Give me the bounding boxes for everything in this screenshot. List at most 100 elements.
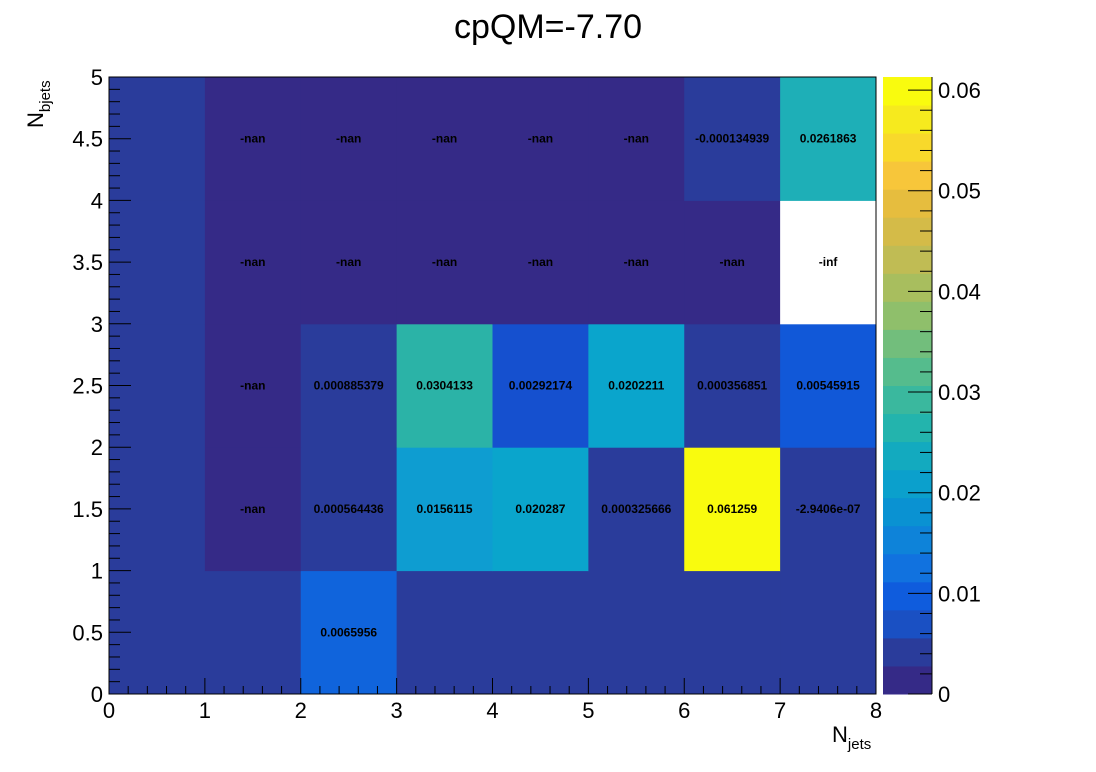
cell-value-label: -nan [624,132,649,146]
colorbar-swatch [883,105,932,134]
cell-value-label: -nan [720,255,745,269]
cell-value-label: 0.000356851 [697,379,767,393]
colorbar-swatch [883,553,932,583]
heatmap-cell-labels: 0.0065956 -nan 0.000564436 0.0156115 0.02028… [240,132,861,640]
heatmap-cell [492,77,589,201]
x-tick-label: 1 [199,698,211,723]
colorbar-swatch [883,273,932,302]
colorbar-swatch [883,665,932,695]
y-tick-label: 3 [91,312,103,337]
heatmap-cell [588,570,685,695]
y-tick-label: 2.5 [72,374,103,399]
plot-axes: 0 1 2 3 4 5 6 7 8 0 0.5 1 1.5 2 2.5 3 3.5 4 4.5 5 [72,65,882,723]
heatmap-cell [588,200,685,325]
colorbar-swatch [883,77,932,106]
y-tick-label: 4.5 [72,127,103,152]
y-tick-label: 0.5 [72,620,103,645]
colorbar-tick-label: 0.04 [938,279,981,304]
chart-title: cpQM=-7.70 [454,8,642,46]
colorbar-tick-label: 0 [938,682,950,707]
heatmap-cell [684,570,781,695]
heatmap-cells [109,77,877,695]
x-tick-label: 4 [486,698,498,723]
heatmap-cell [780,323,877,448]
cell-value-label: 0.000885379 [314,379,384,393]
y-tick-label: 1 [91,559,103,584]
colorbar-tick-label: 0.03 [938,380,981,405]
heatmap-cell [300,77,398,201]
x-tick-label: 3 [391,698,403,723]
heatmap-cell [588,447,685,572]
colorbar-swatch [883,413,932,443]
x-tick-label: 7 [774,698,786,723]
cell-value-label: -nan [336,255,361,269]
cell-value-label: 0.0156115 [417,502,473,516]
cell-value-label: 0.0304133 [416,379,473,393]
cell-value-label: -2.9406e-07 [796,502,861,516]
colorbar-swatch [883,581,932,611]
x-axis-label-base: N [832,722,848,747]
heatmap-cell [396,447,493,572]
y-tick-label: 3.5 [72,250,103,275]
heatmap-cell [492,570,589,695]
cell-value-label: -nan [240,379,265,393]
colorbar-tick-label: 0.05 [938,179,981,204]
colorbar-swatch [883,301,932,330]
x-axis-label: Njets [832,722,871,753]
heatmap-cell [684,447,781,572]
heatmap-cell [204,447,302,572]
colorbar-swatch [883,133,932,162]
colorbar-swatch [883,637,932,667]
heatmap-cell [300,323,398,448]
cell-value-label: -inf [819,255,839,269]
heatmap-cell [300,200,398,325]
heatmap-cell [684,77,781,201]
y-tick-label: 0 [91,682,103,707]
cell-value-label: 0.061259 [707,502,757,516]
y-axis-label: Nbjets [23,80,54,128]
x-tick-label: 8 [870,698,882,723]
y-tick-label: 4 [91,188,103,213]
heatmap-cell [300,447,398,572]
cell-value-label: -nan [528,132,553,146]
cell-value-label: 0.0065956 [320,625,377,639]
cell-value-label: -nan [336,132,361,146]
colorbar-swatch [883,497,932,527]
x-axis-label-sub: jets [847,736,871,753]
y-tick-label: 5 [91,65,103,90]
colorbar-tick-label: 0.06 [938,78,981,103]
heatmap-cell [492,200,589,325]
colorbar-swatch [883,161,932,190]
cell-value-label: -nan [240,502,265,516]
heatmap-cell [396,77,493,201]
heatmap-cell [204,200,302,325]
y-axis-label-base: N [23,112,48,128]
heatmap-cell [684,323,781,448]
colorbar-swatch [883,469,932,499]
colorbar-swatch [883,609,932,639]
heatmap-cell [492,447,589,572]
heatmap-cell [780,200,877,325]
colorbar-swatch [883,385,932,415]
cell-value-label: -0.000134939 [695,132,769,146]
colorbar-swatch [883,245,932,274]
x-tick-label: 6 [678,698,690,723]
heatmap-cell [588,77,685,201]
cell-value-label: 0.020287 [515,502,565,516]
x-tick-label: 2 [295,698,307,723]
y-tick-label: 1.5 [72,497,103,522]
cell-value-label: 0.0261863 [800,132,857,146]
colorbar-tick-label: 0.02 [938,481,981,506]
cell-value-label: -nan [528,255,553,269]
colorbar-swatch [883,217,932,246]
heatmap-cell [780,447,877,572]
cell-value-label: 0.000564436 [314,502,384,516]
heatmap-cell [684,200,781,325]
heatmap-cell [396,323,493,448]
heatmap-cell [396,200,493,325]
cell-value-label: -nan [432,255,457,269]
heatmap-cell [780,77,877,201]
heatmap-cell [204,323,302,448]
x-tick-label: 0 [103,698,115,723]
heatmap-cell [204,77,302,201]
